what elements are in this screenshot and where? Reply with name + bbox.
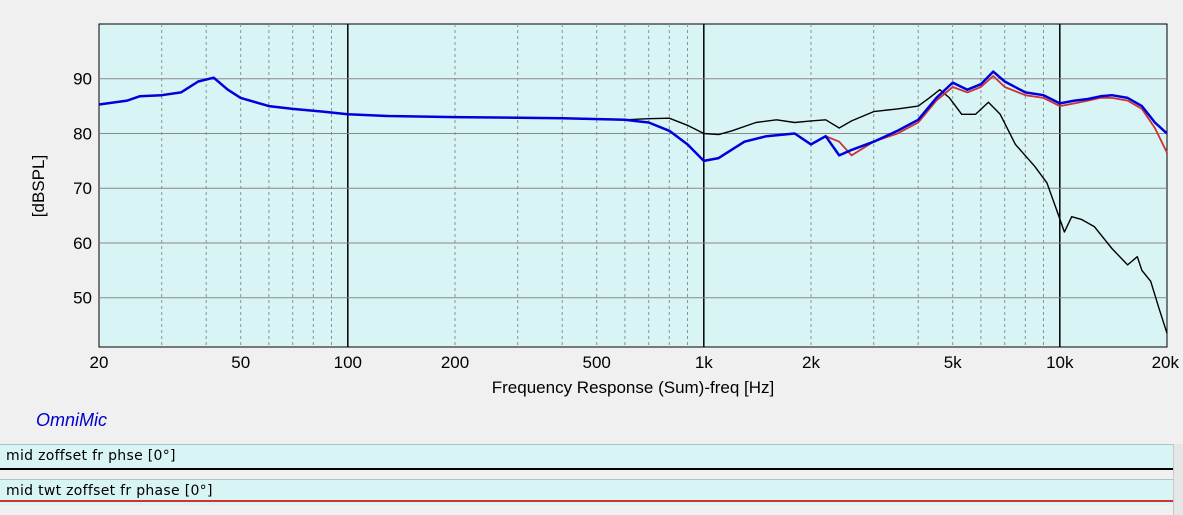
y-tick-label: 70 (73, 179, 92, 198)
x-tick-label: 100 (334, 353, 362, 372)
omnimic-brand: OmniMic (36, 410, 107, 430)
plot-area (98, 23, 1168, 348)
y-tick-label: 50 (73, 289, 92, 308)
x-tick-label: 5k (944, 353, 962, 372)
x-tick-label: 1k (695, 353, 713, 372)
legend-row-mid[interactable]: mid zoffset fr phse [0°] (0, 444, 1173, 470)
y-tick-label: 90 (73, 70, 92, 89)
y-tick-labels: 50 60 70 80 90 (73, 70, 92, 308)
legend-swatch-line (0, 468, 1173, 470)
y-tick-label: 80 (73, 125, 92, 144)
series-line-2 (98, 70, 1168, 163)
legend-row-mid-twt[interactable]: mid twt zoffset fr phase [0°] (0, 479, 1173, 505)
x-tick-label: 20k (1152, 353, 1180, 372)
legend-scrollbar[interactable] (1173, 444, 1183, 515)
x-tick-label: 500 (583, 353, 611, 372)
legend-label: mid zoffset fr phse [0°] (6, 448, 176, 464)
y-axis-label: [dBSPL] (29, 155, 48, 217)
series-lines (98, 70, 1168, 334)
grid-lines (99, 24, 1167, 347)
x-tick-label: 20 (90, 353, 109, 372)
x-tick-label: 2k (802, 353, 820, 372)
y-tick-label: 60 (73, 234, 92, 253)
x-axis-label: Frequency Response (Sum)-freq [Hz] (492, 378, 775, 397)
x-tick-label: 200 (441, 353, 469, 372)
legend-swatch-line (0, 500, 1173, 502)
x-tick-labels: 20 50 100 200 500 1k 2k 5k 10k 20k (90, 353, 1180, 372)
x-tick-label: 10k (1046, 353, 1074, 372)
frequency-response-chart: 50 60 70 80 90 20 50 100 200 500 1k 2k 5k 10k 20k Fre… (29, 23, 1180, 397)
legend-label: mid twt zoffset fr phase [0°] (6, 483, 213, 499)
x-tick-label: 50 (231, 353, 250, 372)
